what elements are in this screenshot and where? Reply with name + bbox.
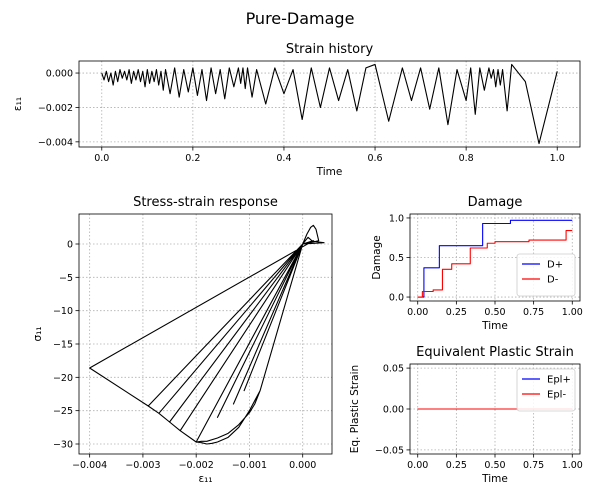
stress-x-tick-label: −0.002 <box>179 460 214 471</box>
damage-series-line-d- <box>417 219 573 298</box>
plastic-legend-label: Epl- <box>547 390 566 401</box>
stress-x-tick-label: −0.001 <box>232 460 267 471</box>
strain-plot-frame <box>78 60 581 148</box>
plastic-title: Equivalent Plastic Strain <box>416 345 574 360</box>
stress-plot-frame <box>78 213 333 455</box>
damage-x-tick-label: 0.75 <box>523 307 544 318</box>
damage-y-tick-label: 0.0 <box>389 293 404 304</box>
plastic-x-tick-label: 0.75 <box>523 460 544 471</box>
stress-x-tick-label: −0.004 <box>72 460 107 471</box>
damage-y-tick-label: 1.0 <box>389 213 404 224</box>
damage-x-tick-label: 0.00 <box>407 307 428 318</box>
damage-panel: 0.00 0.25 0.50 0.75 1.00 0.0 0.5 1.0 Damage Time D… <box>371 195 583 332</box>
strain-x-tick-label: 0.6 <box>367 153 382 164</box>
plastic-x-axis-label: Time <box>481 473 508 485</box>
plastic-legend: Epl+ Epl- <box>516 368 576 412</box>
damage-title: Damage <box>468 195 523 210</box>
stress-strain-panel: −0.004 −0.003 −0.002 −0.001 0.000 −30 −25 −20 −1… <box>32 195 333 485</box>
damage-legend: D+ D- <box>516 253 576 297</box>
stress-y-tick-label: 0 <box>67 240 73 251</box>
damage-x-axis-label: Time <box>481 320 508 332</box>
strain-x-tick-label: 1.0 <box>550 153 565 164</box>
plastic-y-tick-label: −0.05 <box>375 445 404 456</box>
stress-x-axis-label: ε₁₁ <box>198 473 212 485</box>
stress-y-tick-label: −15 <box>53 340 73 351</box>
strain-x-tick-label: 0.2 <box>185 153 200 164</box>
stress-y-axis-label: σ₁₁ <box>32 326 44 341</box>
strain-y-tick-label: −0.004 <box>38 137 73 148</box>
stress-series-line <box>89 224 325 445</box>
stress-x-tick-label: −0.003 <box>125 460 160 471</box>
strain-y-tick-label: −0.002 <box>38 103 73 114</box>
plastic-strain-panel: 0.00 0.25 0.50 0.75 1.00−0.050.000.05Equival… <box>349 345 583 485</box>
damage-y-axis-label: Damage <box>371 235 383 279</box>
stress-y-tick-label: −20 <box>53 373 73 384</box>
plastic-y-tick-label: 0.00 <box>383 405 404 416</box>
figure-title: Pure-Damage <box>246 9 355 28</box>
damage-legend-label: D+ <box>547 260 563 271</box>
plastic-y-tick-label: 0.05 <box>383 364 404 375</box>
stress-title: Stress-strain response <box>133 195 278 210</box>
strain-y-axis-label: ε₁₁ <box>12 97 24 111</box>
strain-x-tick-label: 0.8 <box>459 153 474 164</box>
plastic-y-axis-label: Eq. Plastic Strain <box>349 365 361 453</box>
stress-x-tick-label: 0.000 <box>289 460 316 471</box>
damage-series-line-d- <box>417 230 573 298</box>
damage-x-tick-label: 1.00 <box>562 307 583 318</box>
strain-y-tick-label: 0.000 <box>46 69 73 80</box>
strain-title: Strain history <box>286 42 374 57</box>
stress-y-tick-label: −10 <box>53 306 73 317</box>
strain-x-tick-label: 0.0 <box>94 153 109 164</box>
strain-x-tick-label: 0.4 <box>276 153 291 164</box>
plastic-x-tick-label: 0.50 <box>484 460 505 471</box>
damage-legend-box <box>516 253 576 297</box>
plastic-x-tick-label: 0.00 <box>407 460 428 471</box>
damage-legend-label: D- <box>547 275 559 286</box>
plastic-x-tick-label: 0.25 <box>446 460 467 471</box>
damage-x-tick-label: 0.50 <box>484 307 505 318</box>
plastic-legend-label: Epl+ <box>547 375 571 386</box>
stress-y-tick-label: −25 <box>53 406 73 417</box>
damage-x-tick-label: 0.25 <box>446 307 467 318</box>
strain-x-axis-label: Time <box>316 166 343 178</box>
strain-series-line <box>101 63 558 145</box>
damage-y-tick-label: 0.5 <box>389 253 404 264</box>
plastic-x-tick-label: 1.00 <box>562 460 583 471</box>
stress-y-tick-label: −5 <box>59 273 73 284</box>
stress-y-tick-label: −30 <box>53 440 73 451</box>
strain-history-panel: 0.0 0.2 0.4 0.6 0.8 1.0 −0.004 −0.002 0.000 Strai… <box>12 42 581 178</box>
